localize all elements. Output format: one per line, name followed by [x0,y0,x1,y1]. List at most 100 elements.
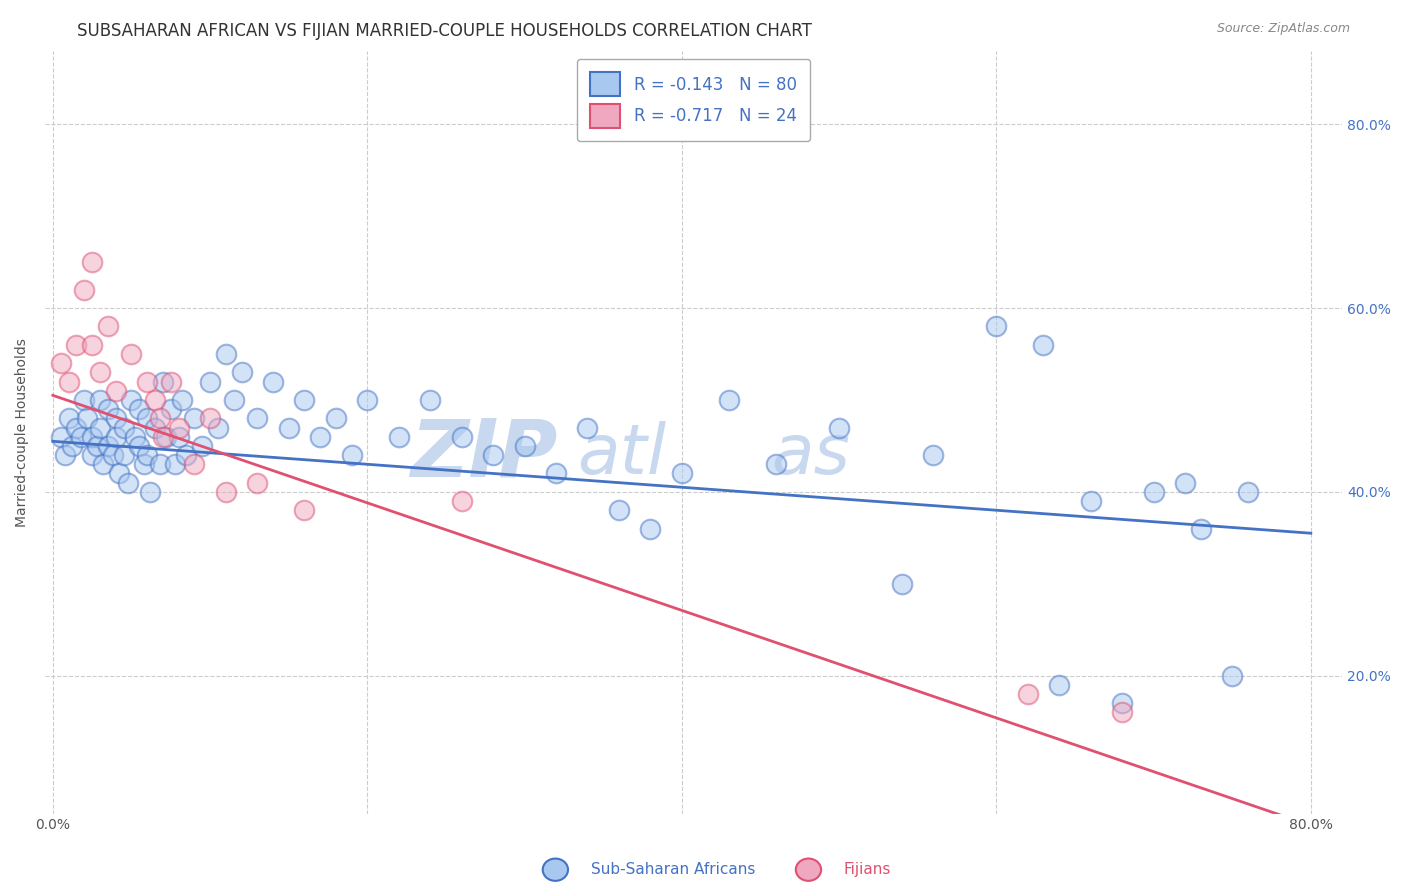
Point [828,420,851,434]
Point [89,420,111,434]
Point [309,430,332,444]
Point [82,255,104,269]
Point [128,439,150,453]
Point [1111,706,1133,720]
Point [60,439,83,453]
Point [73,392,96,407]
Point [222,392,245,407]
Point [167,430,190,444]
Point [1080,494,1102,508]
Point [73,283,96,297]
Point [82,338,104,352]
Point [1032,338,1054,352]
Y-axis label: Married-couple Households: Married-couple Households [15,338,30,526]
Point [891,576,914,591]
Point [58,411,80,425]
Point [112,420,135,434]
Point [246,475,269,490]
Text: Fijians: Fijians [844,863,891,877]
Point [1174,475,1197,490]
Point [65,338,87,352]
Point [101,448,124,462]
Point [124,430,146,444]
Point [207,420,229,434]
Point [159,375,181,389]
Text: atl: atl [576,422,666,489]
Point [112,448,135,462]
Point [388,430,411,444]
Point [671,467,693,481]
Point [104,430,127,444]
Point [183,411,205,425]
Point [576,420,599,434]
Point [1220,668,1243,682]
Point [167,420,190,434]
Point [104,384,127,398]
Point [65,420,87,434]
Point [170,392,193,407]
Point [450,494,472,508]
Point [215,347,238,361]
Point [86,439,108,453]
Point [198,375,221,389]
Point [419,392,441,407]
Point [91,457,114,471]
Point [136,411,159,425]
Point [922,448,945,462]
Point [149,411,172,425]
Text: as: as [772,422,851,489]
Point [1142,484,1164,499]
Point [97,319,120,334]
Point [152,375,174,389]
Text: Sub-Saharan Africans: Sub-Saharan Africans [591,863,755,877]
Point [89,392,111,407]
Point [198,411,221,425]
Text: ZIP: ZIP [411,416,557,494]
Point [482,448,505,462]
Point [132,457,155,471]
Point [294,392,316,407]
Point [231,365,253,379]
Point [356,392,378,407]
Point [82,430,104,444]
Point [76,411,98,425]
Point [55,448,77,462]
Point [544,467,567,481]
Point [89,365,111,379]
Point [246,411,269,425]
Point [136,375,159,389]
Point [165,457,187,471]
Point [139,484,162,499]
Point [325,411,347,425]
Point [340,448,363,462]
Point [183,457,205,471]
Point [97,402,120,417]
Point [1047,678,1070,692]
Point [513,439,536,453]
Point [117,475,139,490]
Point [143,392,166,407]
Point [49,356,72,370]
Point [294,503,316,517]
Point [120,392,142,407]
Point [159,402,181,417]
Point [986,319,1008,334]
Point [58,375,80,389]
Point [262,375,284,389]
Point [191,439,214,453]
Point [152,430,174,444]
Text: Source: ZipAtlas.com: Source: ZipAtlas.com [1216,22,1350,36]
Point [640,522,662,536]
Point [765,457,787,471]
Point [149,457,172,471]
Point [1237,484,1260,499]
Point [82,448,104,462]
Point [607,503,630,517]
Point [1111,696,1133,710]
Point [70,430,93,444]
Point [128,402,150,417]
Point [215,484,238,499]
Point [176,448,198,462]
Point [49,430,72,444]
Point [717,392,740,407]
